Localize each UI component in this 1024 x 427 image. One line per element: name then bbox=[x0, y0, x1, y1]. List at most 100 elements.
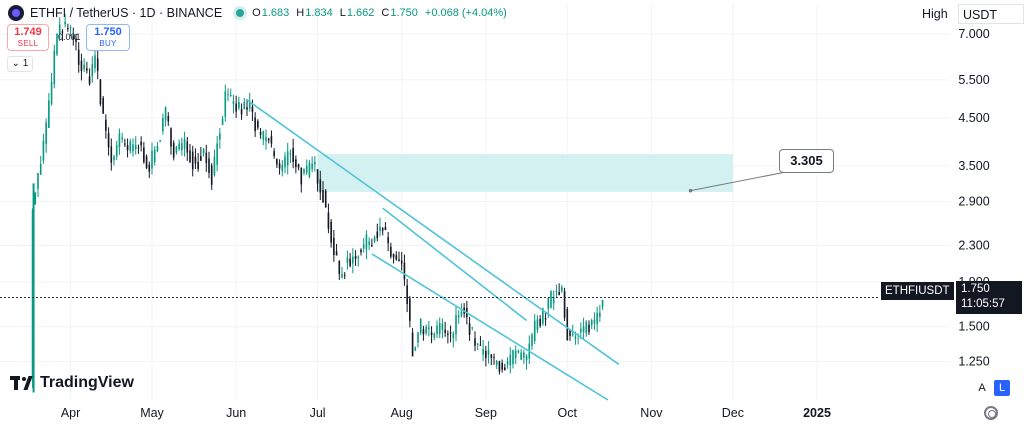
candle bbox=[525, 354, 528, 370]
candle bbox=[273, 148, 275, 159]
gear-icon[interactable] bbox=[984, 406, 998, 420]
candle-body bbox=[352, 256, 354, 264]
candle-body bbox=[77, 49, 80, 65]
candle-body bbox=[506, 360, 509, 365]
sell-button[interactable]: 1.749 SELL bbox=[7, 24, 49, 51]
trendlines[interactable] bbox=[246, 99, 620, 401]
tradingview-logo[interactable]: TradingView bbox=[10, 374, 134, 392]
candle-body bbox=[153, 149, 156, 163]
candle bbox=[455, 306, 457, 342]
time-tick-label: 2025 bbox=[803, 406, 831, 420]
candle bbox=[210, 163, 213, 190]
indicators-toggle[interactable]: ⌄ 1 bbox=[7, 56, 33, 72]
candle-body bbox=[235, 103, 237, 112]
candle-body bbox=[286, 151, 289, 166]
candle bbox=[254, 112, 256, 137]
candle-body bbox=[94, 55, 96, 69]
price-callout[interactable]: 3.305 bbox=[779, 149, 834, 173]
price-tick-label: 1.250 bbox=[958, 354, 989, 368]
candle-body bbox=[487, 349, 490, 355]
candle bbox=[490, 354, 493, 366]
candle bbox=[110, 138, 113, 171]
candle-body bbox=[137, 147, 140, 149]
candle bbox=[365, 230, 368, 260]
candle-body bbox=[346, 257, 349, 264]
candle-body bbox=[582, 326, 585, 333]
candle bbox=[330, 219, 332, 248]
candle bbox=[151, 142, 153, 175]
candle bbox=[501, 359, 503, 373]
candle-body bbox=[281, 164, 284, 172]
last-price-value: 1.750 bbox=[961, 283, 990, 295]
candle bbox=[156, 142, 159, 153]
candle bbox=[132, 138, 134, 157]
candle bbox=[552, 290, 555, 310]
buy-button[interactable]: 1.750 BUY bbox=[86, 24, 130, 51]
candle-body bbox=[276, 159, 278, 165]
currency-select[interactable]: USDT bbox=[958, 4, 1024, 24]
candle bbox=[129, 138, 132, 154]
trendline bbox=[382, 207, 528, 322]
candle-body bbox=[395, 255, 398, 260]
candle bbox=[593, 312, 596, 330]
candle-body bbox=[563, 291, 566, 318]
price-tick-label: 2.300 bbox=[958, 239, 989, 253]
candle-body bbox=[210, 165, 213, 185]
candle-body bbox=[191, 151, 194, 170]
candle bbox=[433, 332, 436, 341]
buy-price: 1.750 bbox=[94, 26, 122, 38]
candle-body bbox=[468, 323, 471, 335]
price-tick-label: 5.500 bbox=[958, 73, 989, 87]
candle-body bbox=[124, 143, 126, 145]
candle bbox=[528, 335, 531, 365]
candle-body bbox=[338, 261, 341, 274]
candle bbox=[286, 142, 289, 175]
scale-mode-label[interactable]: High bbox=[922, 7, 948, 21]
candle-body bbox=[202, 149, 205, 154]
candle bbox=[384, 222, 387, 231]
candle-body bbox=[517, 350, 520, 353]
candle-body bbox=[186, 141, 189, 153]
candle-body bbox=[479, 344, 482, 346]
candle bbox=[137, 144, 140, 154]
candle-body bbox=[213, 156, 216, 175]
resistance-zone[interactable] bbox=[317, 154, 733, 192]
candle-body bbox=[485, 351, 487, 359]
candle bbox=[102, 95, 104, 114]
candle-body bbox=[504, 367, 506, 371]
candle-body bbox=[384, 226, 387, 231]
time-axis[interactable]: Apr May Jun Jul Aug Sep Oct Nov Dec 2025 bbox=[61, 406, 831, 420]
candle-body bbox=[319, 179, 322, 193]
time-tick-label: Dec bbox=[722, 406, 744, 420]
auto-scale-button[interactable]: A bbox=[978, 382, 986, 394]
candle-body bbox=[571, 333, 574, 336]
candle-body bbox=[205, 152, 208, 164]
price-axis[interactable]: 7.0005.5004.5003.5002.9002.3001.9001.500… bbox=[958, 27, 989, 368]
candle bbox=[376, 223, 379, 242]
candle-body bbox=[349, 258, 351, 266]
candle-body bbox=[295, 159, 297, 168]
candle-body bbox=[430, 332, 433, 335]
candle bbox=[39, 155, 42, 175]
candle-body bbox=[221, 118, 224, 125]
candle bbox=[143, 141, 145, 164]
candle bbox=[61, 28, 64, 41]
candle bbox=[42, 133, 45, 164]
candle bbox=[72, 27, 75, 46]
candle-body bbox=[449, 332, 452, 334]
candle-body bbox=[254, 117, 256, 131]
candle bbox=[487, 341, 490, 364]
candle bbox=[186, 136, 189, 161]
candle bbox=[292, 138, 294, 169]
candle-body bbox=[490, 354, 493, 358]
candle-body bbox=[110, 146, 113, 163]
candle bbox=[387, 232, 389, 252]
candle-body bbox=[509, 354, 512, 366]
candle bbox=[558, 283, 560, 296]
candle bbox=[197, 153, 199, 172]
ethfi-logo-icon bbox=[8, 5, 24, 21]
symbol-title[interactable]: ETHFI / TetherUS · 1D · BINANCE bbox=[30, 6, 223, 20]
log-scale-button[interactable]: L bbox=[994, 380, 1010, 396]
market-status-icon[interactable] bbox=[236, 9, 245, 17]
